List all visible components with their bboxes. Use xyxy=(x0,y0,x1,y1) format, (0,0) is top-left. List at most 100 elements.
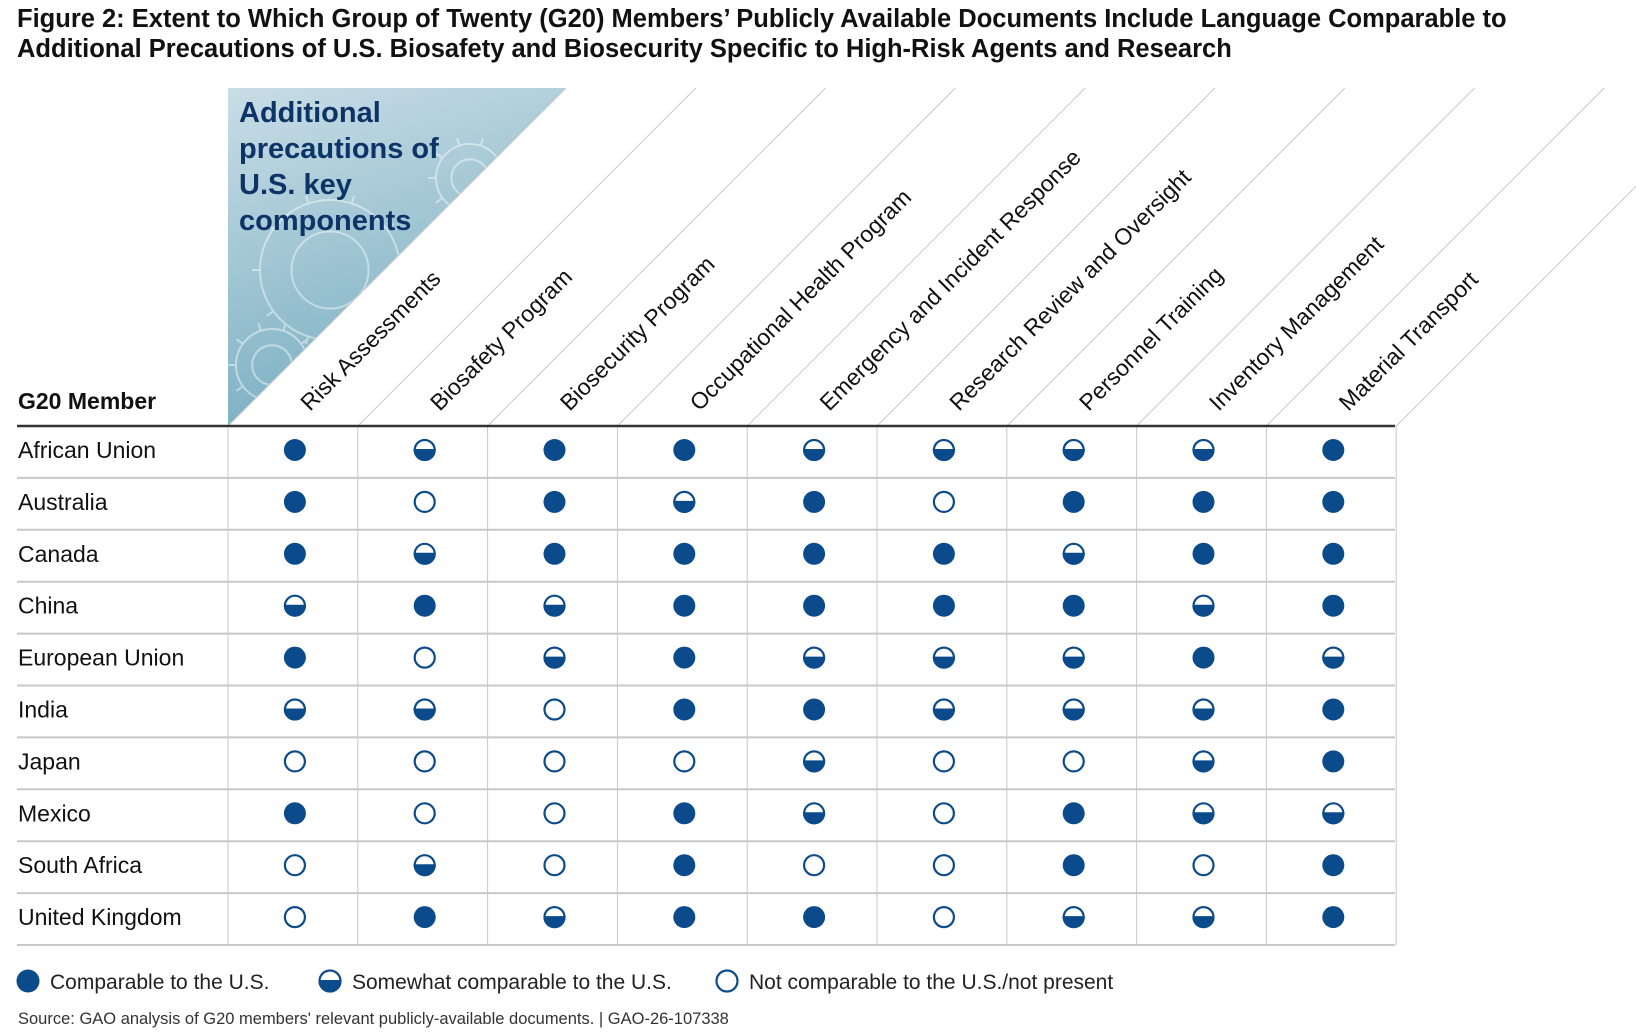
cell-mark-full xyxy=(1322,542,1345,565)
row-label: South Africa xyxy=(18,852,142,878)
row-label: Mexico xyxy=(18,800,91,826)
gear-tooth xyxy=(282,398,287,408)
cell-mark-none xyxy=(283,905,306,929)
cell-mark-full xyxy=(1322,906,1345,929)
cell-mark-full xyxy=(1062,490,1085,513)
cell-mark-none xyxy=(802,854,826,877)
gear-tooth xyxy=(435,152,444,159)
row-label: European Union xyxy=(18,645,184,671)
cell-mark-half xyxy=(932,646,956,669)
cell-mark-none xyxy=(543,750,566,773)
mark-fill xyxy=(673,439,696,461)
cell-mark-half xyxy=(283,594,306,617)
corner-label-line: precautions of xyxy=(239,133,439,165)
cell-mark-half xyxy=(1192,750,1215,773)
cell-mark-half xyxy=(802,646,826,669)
cell-mark-none xyxy=(1062,750,1085,773)
cell-mark-half xyxy=(1322,646,1345,669)
mark-fill xyxy=(803,698,826,721)
mark-fill xyxy=(1062,594,1085,617)
column-header: Personnel Training xyxy=(1074,262,1228,416)
cell-mark-none xyxy=(932,905,956,929)
mark-fill xyxy=(932,542,955,565)
cell-mark-half xyxy=(802,438,826,462)
legend-label: Not comparable to the U.S./not present xyxy=(749,971,1113,994)
mark-fill xyxy=(673,594,696,617)
cell-mark-full xyxy=(1322,750,1345,773)
cell-mark-full xyxy=(1062,854,1085,877)
cell-mark-full xyxy=(543,542,566,565)
header-divider xyxy=(1006,87,1346,427)
gear-icon xyxy=(259,199,401,341)
cell-mark-full xyxy=(543,439,566,461)
legend-symbol-full xyxy=(16,969,40,993)
column-header: Emergency and Incident Response xyxy=(814,144,1086,416)
cell-mark-full xyxy=(932,542,955,565)
header-divider xyxy=(746,87,1086,427)
mark-outline xyxy=(283,905,306,929)
cell-mark-full xyxy=(283,646,306,669)
cell-mark-full xyxy=(413,594,436,617)
cell-mark-half xyxy=(413,698,436,721)
cell-mark-full xyxy=(803,698,826,721)
mark-fill xyxy=(1192,490,1215,513)
cell-mark-full xyxy=(1322,854,1345,877)
mark-outline xyxy=(543,698,566,721)
gear-tooth xyxy=(282,322,287,332)
cell-mark-full xyxy=(673,439,696,461)
cell-mark-full xyxy=(673,906,696,929)
mark-fill xyxy=(543,490,566,513)
mark-fill xyxy=(1062,802,1085,825)
mark-outline xyxy=(283,854,306,877)
mark-fill xyxy=(1062,854,1085,877)
mark-fill xyxy=(673,854,696,877)
cell-mark-full xyxy=(283,802,306,825)
gear-tooth xyxy=(350,336,356,345)
mark-fill xyxy=(673,646,696,669)
cell-mark-full xyxy=(673,542,696,565)
cell-mark-full xyxy=(283,490,306,513)
mark-fill xyxy=(1322,698,1345,721)
gear-tooth xyxy=(496,197,505,204)
cell-mark-half xyxy=(413,542,436,565)
cell-mark-half xyxy=(283,698,306,721)
cell-mark-full xyxy=(1062,802,1085,825)
gear-tooth xyxy=(266,310,274,317)
mark-fill xyxy=(673,542,696,565)
cell-mark-full xyxy=(803,542,826,565)
cell-mark-half xyxy=(1062,646,1085,669)
gear-tooth xyxy=(300,385,309,392)
cell-mark-none xyxy=(283,854,306,877)
gear-tooth xyxy=(257,322,262,332)
gear-tooth xyxy=(235,385,244,392)
cell-mark-full xyxy=(673,698,696,721)
legend-label: Comparable to the U.S. xyxy=(50,971,269,994)
gear-tooth xyxy=(304,336,310,345)
cell-mark-half xyxy=(1062,905,1085,929)
header-divider xyxy=(1395,185,1636,427)
column-header: Material Transport xyxy=(1334,266,1484,416)
header-divider xyxy=(617,87,956,427)
header-divider xyxy=(1136,87,1475,427)
mark-fill xyxy=(803,594,826,617)
cell-mark-half xyxy=(413,438,436,462)
cell-mark-half xyxy=(413,854,436,877)
mark-outline xyxy=(932,905,956,929)
mark-fill xyxy=(543,439,566,461)
cell-mark-half xyxy=(543,594,566,617)
corner-label-line: U.S. key xyxy=(239,169,352,201)
row-label: China xyxy=(18,593,78,619)
gear-hub-icon xyxy=(450,158,490,198)
header-divider xyxy=(1266,87,1605,427)
column-header: Research Review and Oversight xyxy=(944,164,1196,416)
cell-mark-half xyxy=(1062,698,1085,721)
mark-fill xyxy=(1192,646,1215,669)
gear-tooth xyxy=(496,152,505,159)
cell-mark-full xyxy=(413,906,436,929)
cell-mark-none xyxy=(932,490,956,513)
gear-tooth xyxy=(235,338,244,345)
mark-fill xyxy=(283,802,306,825)
mark-fill xyxy=(1322,750,1345,773)
mark-outline xyxy=(543,750,566,773)
cell-mark-half xyxy=(673,490,696,513)
